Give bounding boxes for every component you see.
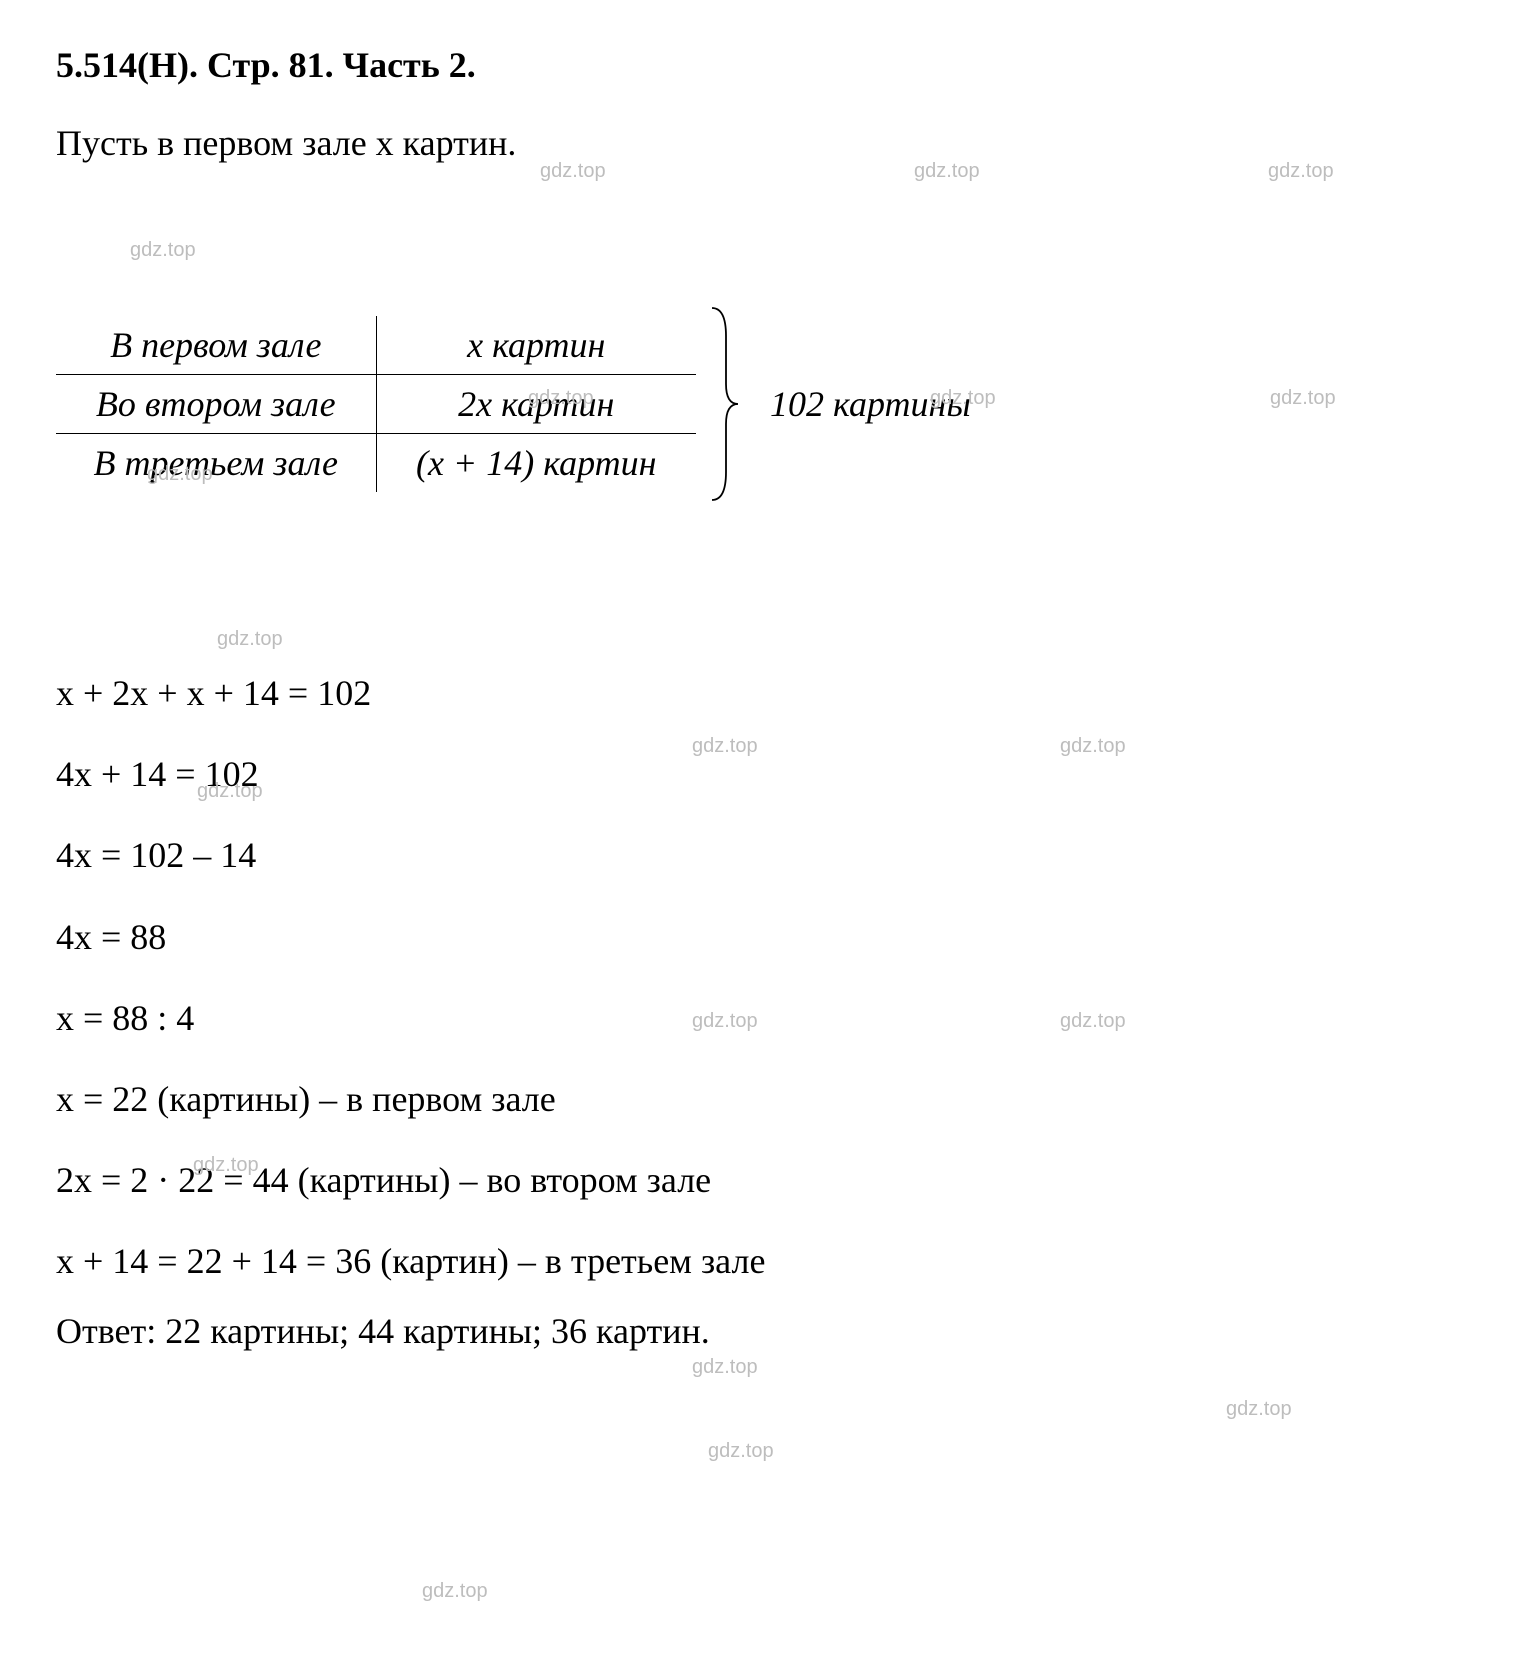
- equation-line: 4x = 102 – 14: [56, 816, 1478, 895]
- table-cell-value: 2x картин: [376, 375, 696, 434]
- equation-line: 2x = 2 · 22 = 44 (картины) – во втором з…: [56, 1141, 1478, 1220]
- table-cell-label: В первом зале: [56, 316, 376, 375]
- intro-text: Пусть в первом зале x картин.: [56, 122, 1478, 164]
- watermark-text: gdz.top: [422, 1580, 488, 1603]
- answer-text: Ответ: 22 картины; 44 картины; 36 картин…: [56, 1310, 1478, 1352]
- equation-line: x = 88 : 4: [56, 979, 1478, 1058]
- table-row: В третьем зале (x + 14) картин: [56, 434, 696, 493]
- table-cell-value: (x + 14) картин: [376, 434, 696, 493]
- table-row: В первом зале x картин: [56, 316, 696, 375]
- exercise-heading: 5.514(Н). Стр. 81. Часть 2.: [56, 44, 1478, 86]
- watermark-text: gdz.top: [130, 239, 196, 262]
- table-row: Во втором зале 2x картин: [56, 375, 696, 434]
- equation-line: x = 22 (картины) – в первом зале: [56, 1060, 1478, 1139]
- watermark-text: gdz.top: [217, 628, 283, 651]
- watermark-text: gdz.top: [1226, 1398, 1292, 1421]
- table-cell-label: В третьем зале: [56, 434, 376, 493]
- table-cell-value: x картин: [376, 316, 696, 375]
- curly-brace-icon: [706, 304, 740, 504]
- equation-line: x + 2x + x + 14 = 102: [56, 654, 1478, 733]
- problem-table-wrap: В первом зале x картин Во втором зале 2x…: [56, 304, 1478, 504]
- watermark-text: gdz.top: [692, 1356, 758, 1379]
- equation-line: 4x + 14 = 102: [56, 735, 1478, 814]
- equations-block: x + 2x + x + 14 = 102 4x + 14 = 102 4x =…: [56, 654, 1478, 1302]
- table-cell-label: Во втором зале: [56, 375, 376, 434]
- watermark-text: gdz.top: [708, 1440, 774, 1463]
- problem-table: В первом зале x картин Во втором зале 2x…: [56, 316, 696, 492]
- equation-line: x + 14 = 22 + 14 = 36 (картин) – в треть…: [56, 1222, 1478, 1301]
- brace-total-label: 102 картины: [770, 383, 971, 425]
- equation-line: 4x = 88: [56, 898, 1478, 977]
